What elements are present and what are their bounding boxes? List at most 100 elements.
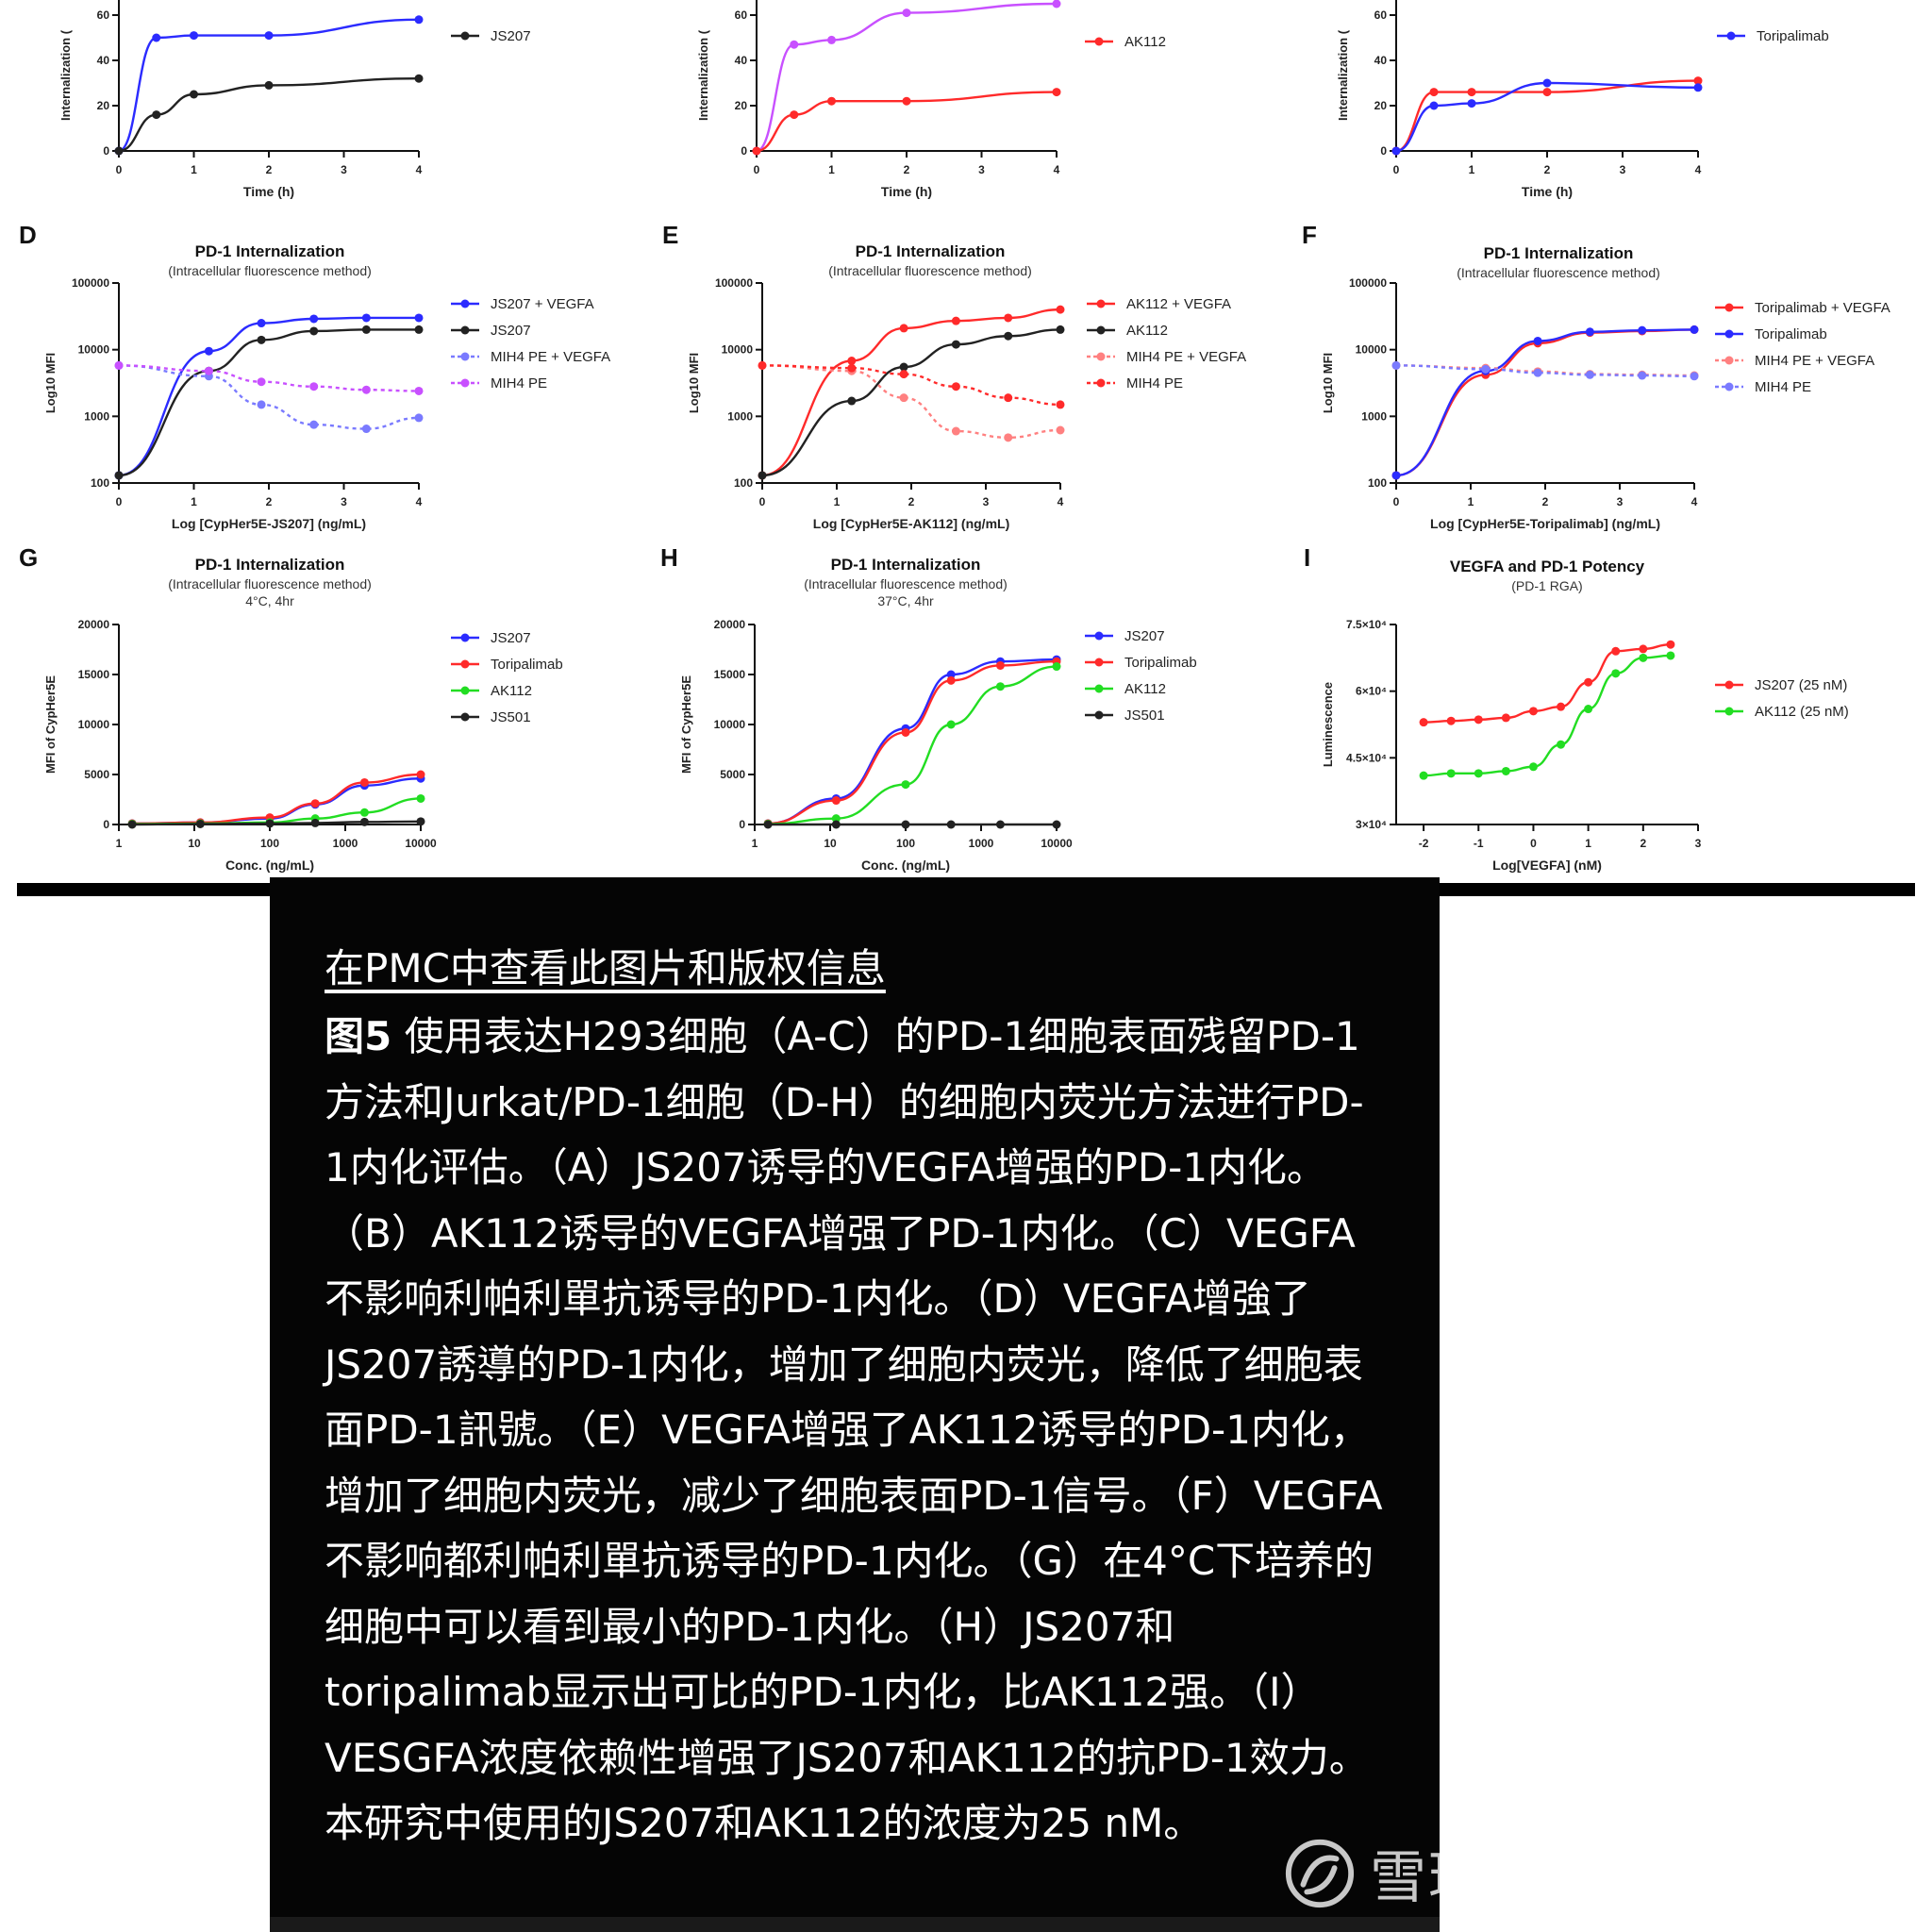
- panel-h-x-tick-label: 10000: [1041, 837, 1073, 850]
- panel-i-data-point: [1666, 651, 1675, 660]
- panel-b-y-tick-label: 20: [735, 99, 748, 112]
- panel-e-x-tick-label: 3: [983, 495, 990, 508]
- panel-i-x-tick-label: 0: [1530, 837, 1537, 850]
- panel-a-y-tick-label: 20: [97, 99, 110, 112]
- panel-d-series-line: [118, 328, 419, 477]
- panel-g-data-point: [416, 770, 425, 779]
- panel-a-data-point: [152, 33, 161, 42]
- caption-panel: 在PMC中查看此图片和版权信息 图5 使用表达H293细胞（A-C）的PD-1细…: [270, 877, 1440, 1932]
- panel-i-legend-label: JS207 (25 nM): [1755, 677, 1847, 693]
- panel-i-x-axis-label: Log[VEGFA] (nM): [1492, 858, 1602, 873]
- panel-h-data-point: [995, 660, 1005, 670]
- panel-c-series-line: [1395, 81, 1699, 153]
- panel-a-data-point: [114, 146, 124, 156]
- panel-f-x-tick-label: 1: [1468, 495, 1474, 508]
- panel-a-y-axis-label: Internalization (: [58, 29, 73, 121]
- panel-a-x-tick-label: 4: [416, 163, 423, 176]
- panel-f-data-point: [1533, 368, 1542, 377]
- panel-g-title: PD-1 Internalization: [195, 556, 345, 574]
- panel-i-data-point: [1666, 640, 1675, 649]
- panel-c-data-point: [1467, 99, 1476, 108]
- panel-g-y-tick-label: 15000: [78, 668, 110, 681]
- caption-bottom-strip: [270, 1917, 1440, 1932]
- panel-g-series-line: [132, 797, 422, 825]
- panel-d-legend-label: MIH4 PE: [491, 375, 547, 391]
- panel-h-data-point: [763, 820, 773, 829]
- panel-f-y-tick-label: 100: [1368, 476, 1387, 490]
- panel-g-x-tick-label: 10: [188, 837, 201, 850]
- panel-d-y-axis-label: Log10 MFI: [43, 353, 58, 413]
- panel-e-data-point: [899, 370, 908, 379]
- panel-c-x-tick-label: 1: [1469, 163, 1475, 176]
- panel-c-data-point: [1429, 88, 1439, 97]
- panel-h-data-point: [946, 670, 956, 679]
- panel-h-y-tick-label: 15000: [714, 668, 746, 681]
- pmc-link[interactable]: 在PMC中查看此图片和版权信息: [325, 945, 886, 991]
- panel-g-legend-marker: [460, 633, 470, 642]
- panel-e-y-axis-label: Log10 MFI: [687, 353, 701, 413]
- panel-i-y-tick-label: 6×10⁴: [1356, 685, 1387, 698]
- panel-c-y-axis-label: Internalization (: [1336, 29, 1350, 121]
- panel-b-legend-marker: [1094, 37, 1104, 46]
- panel-f-x-tick-label: 2: [1542, 495, 1549, 508]
- panel-h-x-tick-label: 100: [896, 837, 915, 850]
- panel-d-y-tick-label: 10000: [78, 343, 110, 357]
- panel-d-y-tick-label: 100: [91, 476, 109, 490]
- panel-e-y-tick-label: 10000: [722, 343, 754, 357]
- panel-i-x-tick-label: 1: [1585, 837, 1591, 850]
- panel-b-data-point: [827, 96, 836, 106]
- panel-b-data-point: [1052, 88, 1061, 97]
- panel-f-data-point: [1585, 370, 1594, 379]
- panel-b-data-point: [902, 8, 911, 18]
- panel-c-data-point: [1693, 76, 1703, 86]
- panel-c-y-tick-label: 60: [1374, 8, 1388, 22]
- panel-f-data-point: [1533, 336, 1542, 345]
- panel-g-legend-marker: [460, 712, 470, 722]
- panel-d-title: PD-1 Internalization: [195, 242, 345, 260]
- panel-e-legend-marker: [1096, 378, 1106, 388]
- panel-c-x-tick-label: 4: [1695, 163, 1702, 176]
- panel-d-data-point: [309, 382, 319, 391]
- panel-e-data-point: [1004, 331, 1013, 341]
- panel-f-x-tick-label: 4: [1691, 495, 1698, 508]
- panel-g-legend-label: AK112: [491, 683, 532, 699]
- panel-g-data-point: [310, 818, 320, 827]
- panel-d-data-point: [204, 366, 213, 375]
- panel-d-x-tick-label: 4: [416, 495, 423, 508]
- panel-h-data-point: [901, 727, 910, 737]
- panel-d-series-line: [118, 364, 420, 392]
- panel-f-title: PD-1 Internalization: [1484, 244, 1634, 262]
- panel-c-legend-label: Toripalimab: [1757, 28, 1829, 44]
- panel-e-data-point: [1056, 325, 1065, 334]
- panel-i-data-point: [1639, 653, 1648, 662]
- panel-b-data-point: [752, 146, 761, 156]
- panel-g-y-tick-label: 20000: [78, 618, 110, 631]
- panel-c-x-tick-label: 3: [1620, 163, 1626, 176]
- panel-i-legend-label: AK112 (25 nM): [1755, 704, 1849, 720]
- panel-i-data-point: [1446, 716, 1456, 725]
- panel-f-series-line: [1395, 364, 1695, 377]
- panel-h-legend-marker: [1094, 684, 1104, 693]
- panel-d-data-point: [414, 325, 424, 334]
- panel-b-data-point: [790, 40, 799, 49]
- panel-e-data-point: [899, 393, 908, 403]
- panel-c-series-line: [1395, 79, 1699, 153]
- panel-h-y-tick-label: 20000: [714, 618, 746, 631]
- panel-h-x-tick-label: 10: [824, 837, 837, 850]
- panel-b-x-tick-label: 3: [978, 163, 985, 176]
- panel-h-legend-label: AK112: [1124, 681, 1166, 697]
- panel-e-data-point: [758, 360, 767, 370]
- panel-c-data-point: [1467, 88, 1476, 97]
- panel-c-data-point: [1693, 83, 1703, 92]
- panel-a-y-tick-label: 0: [103, 144, 109, 158]
- panel-d-data-point: [361, 325, 371, 334]
- panel-i-data-point: [1419, 718, 1428, 727]
- panel-f-legend-label: Toripalimab: [1755, 326, 1827, 342]
- caption-body: 使用表达H293细胞（A-C）的PD-1细胞表面残留PD-1方法和Jurkat/…: [325, 1013, 1383, 1846]
- panel-f-data-point: [1391, 471, 1401, 480]
- panel-i-data-point: [1528, 762, 1538, 772]
- panel-g-legend-label: Toripalimab: [491, 657, 563, 673]
- panel-a-x-tick-label: 1: [191, 163, 197, 176]
- panel-h-legend-marker: [1094, 658, 1104, 667]
- panel-h-legend-label: JS207: [1124, 628, 1165, 644]
